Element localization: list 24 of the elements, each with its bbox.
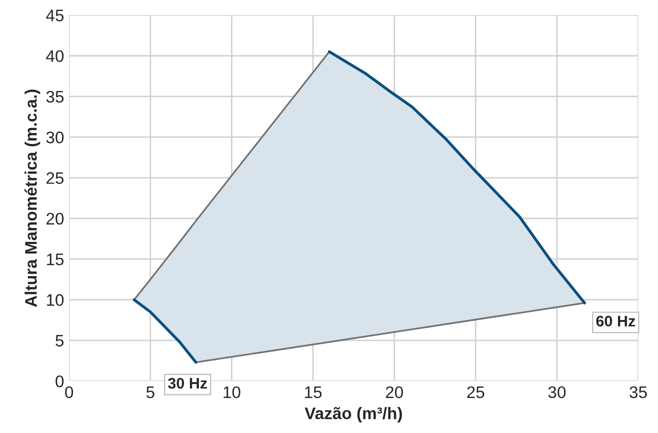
x-tick-label: 35 <box>630 386 647 398</box>
x-tick-label: 10 <box>224 386 240 398</box>
series-label: 60 Hz <box>596 316 636 327</box>
y-tick-label: 20 <box>46 212 64 225</box>
y-tick-label: 25 <box>46 172 64 184</box>
series-label: 30 Hz <box>168 378 208 389</box>
y-tick-label: 5 <box>56 334 64 347</box>
y-tick-label: 15 <box>46 254 64 266</box>
line-series <box>133 50 330 301</box>
x-tick-label: 25 <box>467 386 484 398</box>
x-tick-label: 15 <box>305 386 322 398</box>
y-axis-title: Altura Manométrica (m.c.a.) <box>24 90 40 307</box>
line-series <box>132 298 198 364</box>
y-tick-label: 40 <box>46 50 64 62</box>
x-tick-label: 30 <box>548 386 566 398</box>
x-tick-label: 5 <box>146 386 154 398</box>
y-tick-label: 35 <box>46 90 64 103</box>
y-tick-label: 30 <box>46 132 64 144</box>
y-tick-label: 0 <box>56 375 64 388</box>
y-tick-label: 45 <box>46 10 64 22</box>
y-tick-label: 10 <box>46 294 64 306</box>
x-tick-label: 20 <box>386 386 403 398</box>
x-tick-label: 0 <box>65 386 74 398</box>
x-axis-title: Vazão (m³/h) <box>304 406 402 423</box>
